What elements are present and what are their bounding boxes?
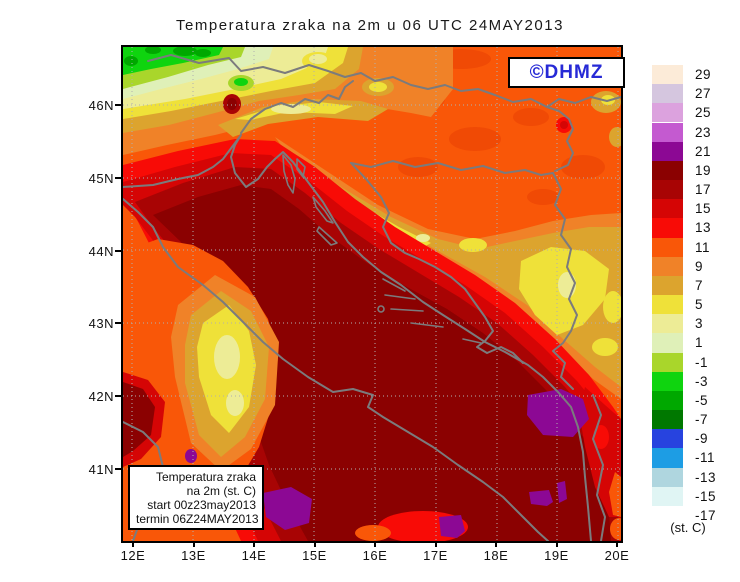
legend-swatch [652, 467, 683, 487]
legend-swatch [652, 486, 683, 506]
x-tick-mark [495, 541, 497, 547]
x-tick-mark [374, 541, 376, 547]
y-tick-label: 42N [88, 389, 114, 405]
legend-value-label: 3 [695, 316, 704, 332]
legend-swatch [652, 295, 683, 315]
x-tick-mark [555, 541, 558, 547]
x-tick-mark [434, 541, 437, 547]
legend-value-label: 17 [695, 182, 712, 198]
x-tick-mark [132, 541, 134, 547]
legend-unit-label: (st. C) [670, 520, 706, 535]
legend-value-label: -5 [695, 392, 709, 408]
y-tick-mark [115, 176, 121, 179]
legend-swatch [652, 371, 683, 391]
legend-value-label: 29 [695, 67, 712, 82]
legend-swatch [652, 448, 683, 468]
legend-value-label: -9 [695, 431, 709, 447]
legend-value-label: 21 [695, 143, 712, 159]
y-tick-mark [115, 249, 121, 252]
legend-swatch [652, 199, 683, 219]
x-tick-label: 13E [181, 548, 206, 563]
x-tick-label: 20E [604, 548, 630, 563]
legend-value-label: -7 [695, 412, 709, 428]
legend-value-label: 9 [695, 258, 704, 274]
legend-value-label: 25 [695, 105, 712, 121]
legend-swatch [652, 237, 683, 257]
legend-swatch [652, 390, 683, 411]
legend-value-label: 15 [695, 201, 712, 217]
legend-swatch [652, 122, 683, 142]
y-tick-mark [115, 322, 121, 325]
x-tick-label: 18E [483, 548, 509, 563]
legend-swatch [652, 410, 683, 430]
legend-value-label: -11 [695, 450, 716, 466]
temperature-map-svg [123, 47, 621, 541]
map-area: ©DHMZ Temperatura zraka na 2m (st. C) st… [121, 45, 625, 543]
legend-swatch [652, 218, 683, 238]
legend-swatch [652, 505, 683, 526]
legend-swatch [652, 103, 683, 123]
legend-value-label: -13 [695, 469, 717, 485]
legend-swatch [652, 275, 683, 296]
y-tick-label: 43N [88, 316, 114, 332]
x-tick-label: 14E [241, 548, 267, 563]
info-line-2: na 2m (st. C) [186, 484, 256, 498]
legend-value-label: -15 [695, 488, 717, 504]
x-tick-label: 16E [362, 548, 388, 563]
legend-swatch [652, 352, 683, 372]
y-tick-mark [115, 468, 121, 470]
y-tick-label: 46N [88, 98, 114, 113]
legend-value-label: 1 [695, 335, 704, 351]
x-tick-mark [253, 541, 255, 547]
legend-swatch [652, 84, 683, 104]
legend-value-label: -3 [695, 373, 709, 389]
legend-swatch [652, 141, 683, 161]
info-line-3: start 00z23may2013 [147, 498, 256, 512]
legend-swatch [652, 429, 683, 449]
legend-value-label: 11 [695, 239, 711, 255]
legend-value-label: 23 [695, 124, 712, 140]
legend-swatch [652, 160, 683, 180]
info-line-4: termin 06Z24MAY2013 [136, 512, 259, 526]
legend-value-label: -1 [695, 354, 709, 370]
y-tick-label: 45N [88, 170, 114, 186]
run-info-box: Temperatura zraka na 2m (st. C) start 00… [128, 465, 264, 530]
x-tick-mark [616, 541, 618, 547]
y-tick-label: 41N [88, 462, 114, 477]
dhmz-logo-text: ©DHMZ [529, 61, 604, 83]
legend-value-label: 27 [695, 86, 712, 102]
legend-swatch [652, 65, 683, 85]
x-tick-label: 17E [423, 548, 448, 563]
legend-swatch [652, 180, 683, 200]
legend-value-label: 13 [695, 220, 712, 236]
x-tick-mark [313, 541, 316, 547]
legend-value-label: 19 [695, 162, 712, 178]
legend-value-label: -17 [695, 507, 717, 523]
y-tick-mark [115, 104, 121, 106]
dhmz-watermark-box: ©DHMZ [508, 57, 625, 88]
legend-swatch [652, 314, 683, 334]
legend-swatch [652, 256, 683, 276]
legend-value-label: 7 [695, 277, 704, 293]
y-tick-mark [115, 395, 121, 398]
page-title: Temperatura zraka na 2m u 06 UTC 24MAY20… [176, 17, 564, 34]
info-line-1: Temperatura zraka [155, 470, 256, 484]
y-tick-label: 44N [88, 243, 114, 259]
x-tick-label: 15E [302, 548, 327, 563]
legend-value-label: 5 [695, 297, 704, 313]
legend-swatch [652, 333, 683, 353]
coastlines-borders [123, 54, 621, 541]
x-tick-label: 19E [544, 548, 569, 563]
x-tick-mark [192, 541, 195, 547]
x-tick-label: 12E [120, 548, 146, 563]
